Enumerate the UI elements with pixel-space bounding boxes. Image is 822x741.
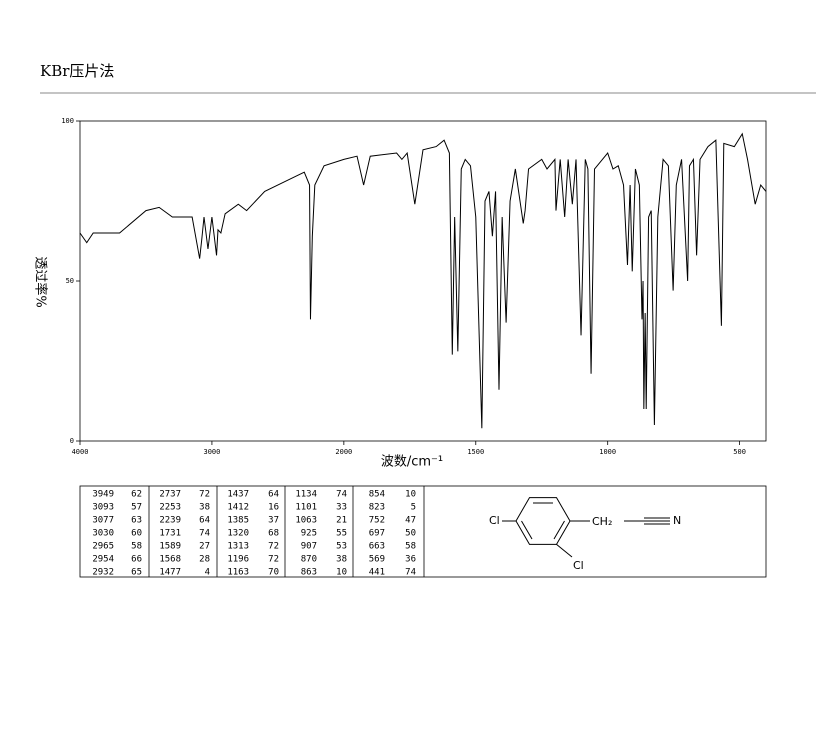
x-tick-label: 500 <box>733 448 746 456</box>
atom-label: Cl <box>573 559 584 572</box>
wavenumber: 3030 <box>92 529 114 539</box>
wavenumber: 1731 <box>159 529 181 539</box>
transmittance: 33 <box>336 503 347 513</box>
wavenumber: 1320 <box>227 529 249 539</box>
wavenumber: 2737 <box>159 490 181 500</box>
transmittance: 70 <box>268 568 279 578</box>
x-tick-label: 2000 <box>335 448 352 456</box>
wavenumber: 863 <box>301 568 317 578</box>
transmittance: 37 <box>268 516 279 526</box>
table-frame <box>79 485 767 578</box>
transmittance: 72 <box>268 555 279 565</box>
wavenumber: 441 <box>369 568 385 578</box>
transmittance: 5 <box>411 503 416 513</box>
y-tick-label: 100 <box>61 117 74 125</box>
transmittance: 74 <box>199 529 210 539</box>
transmittance: 16 <box>268 503 279 513</box>
wavenumber: 2239 <box>159 516 181 526</box>
wavenumber: 823 <box>369 503 385 513</box>
transmittance: 55 <box>336 529 347 539</box>
x-tick-label: 1000 <box>599 448 616 456</box>
wavenumber: 1477 <box>159 568 181 578</box>
transmittance: 21 <box>336 516 347 526</box>
transmittance: 66 <box>131 555 142 565</box>
wavenumber: 1568 <box>159 555 181 565</box>
transmittance: 72 <box>199 490 210 500</box>
x-tick-label: 1500 <box>467 448 484 456</box>
wavenumber: 2253 <box>159 503 181 513</box>
transmittance: 53 <box>336 542 347 552</box>
x-tick-label: 3000 <box>203 448 220 456</box>
wavenumber: 3077 <box>92 516 114 526</box>
transmittance: 57 <box>131 503 142 513</box>
wavenumber: 3949 <box>92 490 114 500</box>
transmittance: 47 <box>405 516 416 526</box>
transmittance: 28 <box>199 555 210 565</box>
plot-frame <box>79 120 767 442</box>
wavenumber: 697 <box>369 529 385 539</box>
transmittance: 74 <box>405 568 416 578</box>
transmittance: 10 <box>336 568 347 578</box>
wavenumber: 2965 <box>92 542 114 552</box>
atom-label: CH₂ <box>592 515 612 528</box>
wavenumber: 1134 <box>295 490 317 500</box>
wavenumber: 1163 <box>227 568 249 578</box>
transmittance: 38 <box>336 555 347 565</box>
wavenumber: 752 <box>369 516 385 526</box>
transmittance: 58 <box>405 542 416 552</box>
spectrum-line <box>79 132 767 429</box>
wavenumber: 1196 <box>227 555 249 565</box>
wavenumber: 1385 <box>227 516 249 526</box>
wavenumber: 925 <box>301 529 317 539</box>
page-title: KBr压片法 <box>40 62 114 80</box>
wavenumber: 2932 <box>92 568 114 578</box>
y-tick-label: 0 <box>70 437 74 445</box>
transmittance: 68 <box>268 529 279 539</box>
transmittance: 50 <box>405 529 416 539</box>
transmittance: 36 <box>405 555 416 565</box>
double-bond <box>553 520 565 540</box>
wavenumber: 663 <box>369 542 385 552</box>
transmittance: 58 <box>131 542 142 552</box>
wavenumber: 1101 <box>295 503 317 513</box>
wavenumber: 1412 <box>227 503 249 513</box>
bond <box>556 544 573 558</box>
structure <box>502 497 670 558</box>
wavenumber: 1437 <box>227 490 249 500</box>
wavenumber: 2954 <box>92 555 114 565</box>
y-axis-label: 透过率% <box>33 256 49 307</box>
x-axis-label: 波数/cm⁻¹ <box>381 455 443 470</box>
transmittance: 63 <box>131 516 142 526</box>
wavenumber: 3093 <box>92 503 114 513</box>
transmittance: 62 <box>131 490 142 500</box>
wavenumber: 1063 <box>295 516 317 526</box>
transmittance: 72 <box>268 542 279 552</box>
wavenumber: 1313 <box>227 542 249 552</box>
y-tick-label: 50 <box>66 277 74 285</box>
x-tick-label: 4000 <box>72 448 89 456</box>
transmittance: 38 <box>199 503 210 513</box>
atom-label: N <box>673 514 681 527</box>
benzene-ring <box>515 497 571 545</box>
atom-label: Cl <box>489 514 500 527</box>
wavenumber: 870 <box>301 555 317 565</box>
transmittance: 10 <box>405 490 416 500</box>
transmittance: 74 <box>336 490 347 500</box>
transmittance: 60 <box>131 529 142 539</box>
wavenumber: 569 <box>369 555 385 565</box>
transmittance: 4 <box>205 568 210 578</box>
double-bond <box>521 520 533 540</box>
transmittance: 64 <box>268 490 279 500</box>
wavenumber: 1589 <box>159 542 181 552</box>
wavenumber: 907 <box>301 542 317 552</box>
transmittance: 64 <box>199 516 210 526</box>
transmittance: 65 <box>131 568 142 578</box>
transmittance: 27 <box>199 542 210 552</box>
wavenumber: 854 <box>369 490 385 500</box>
